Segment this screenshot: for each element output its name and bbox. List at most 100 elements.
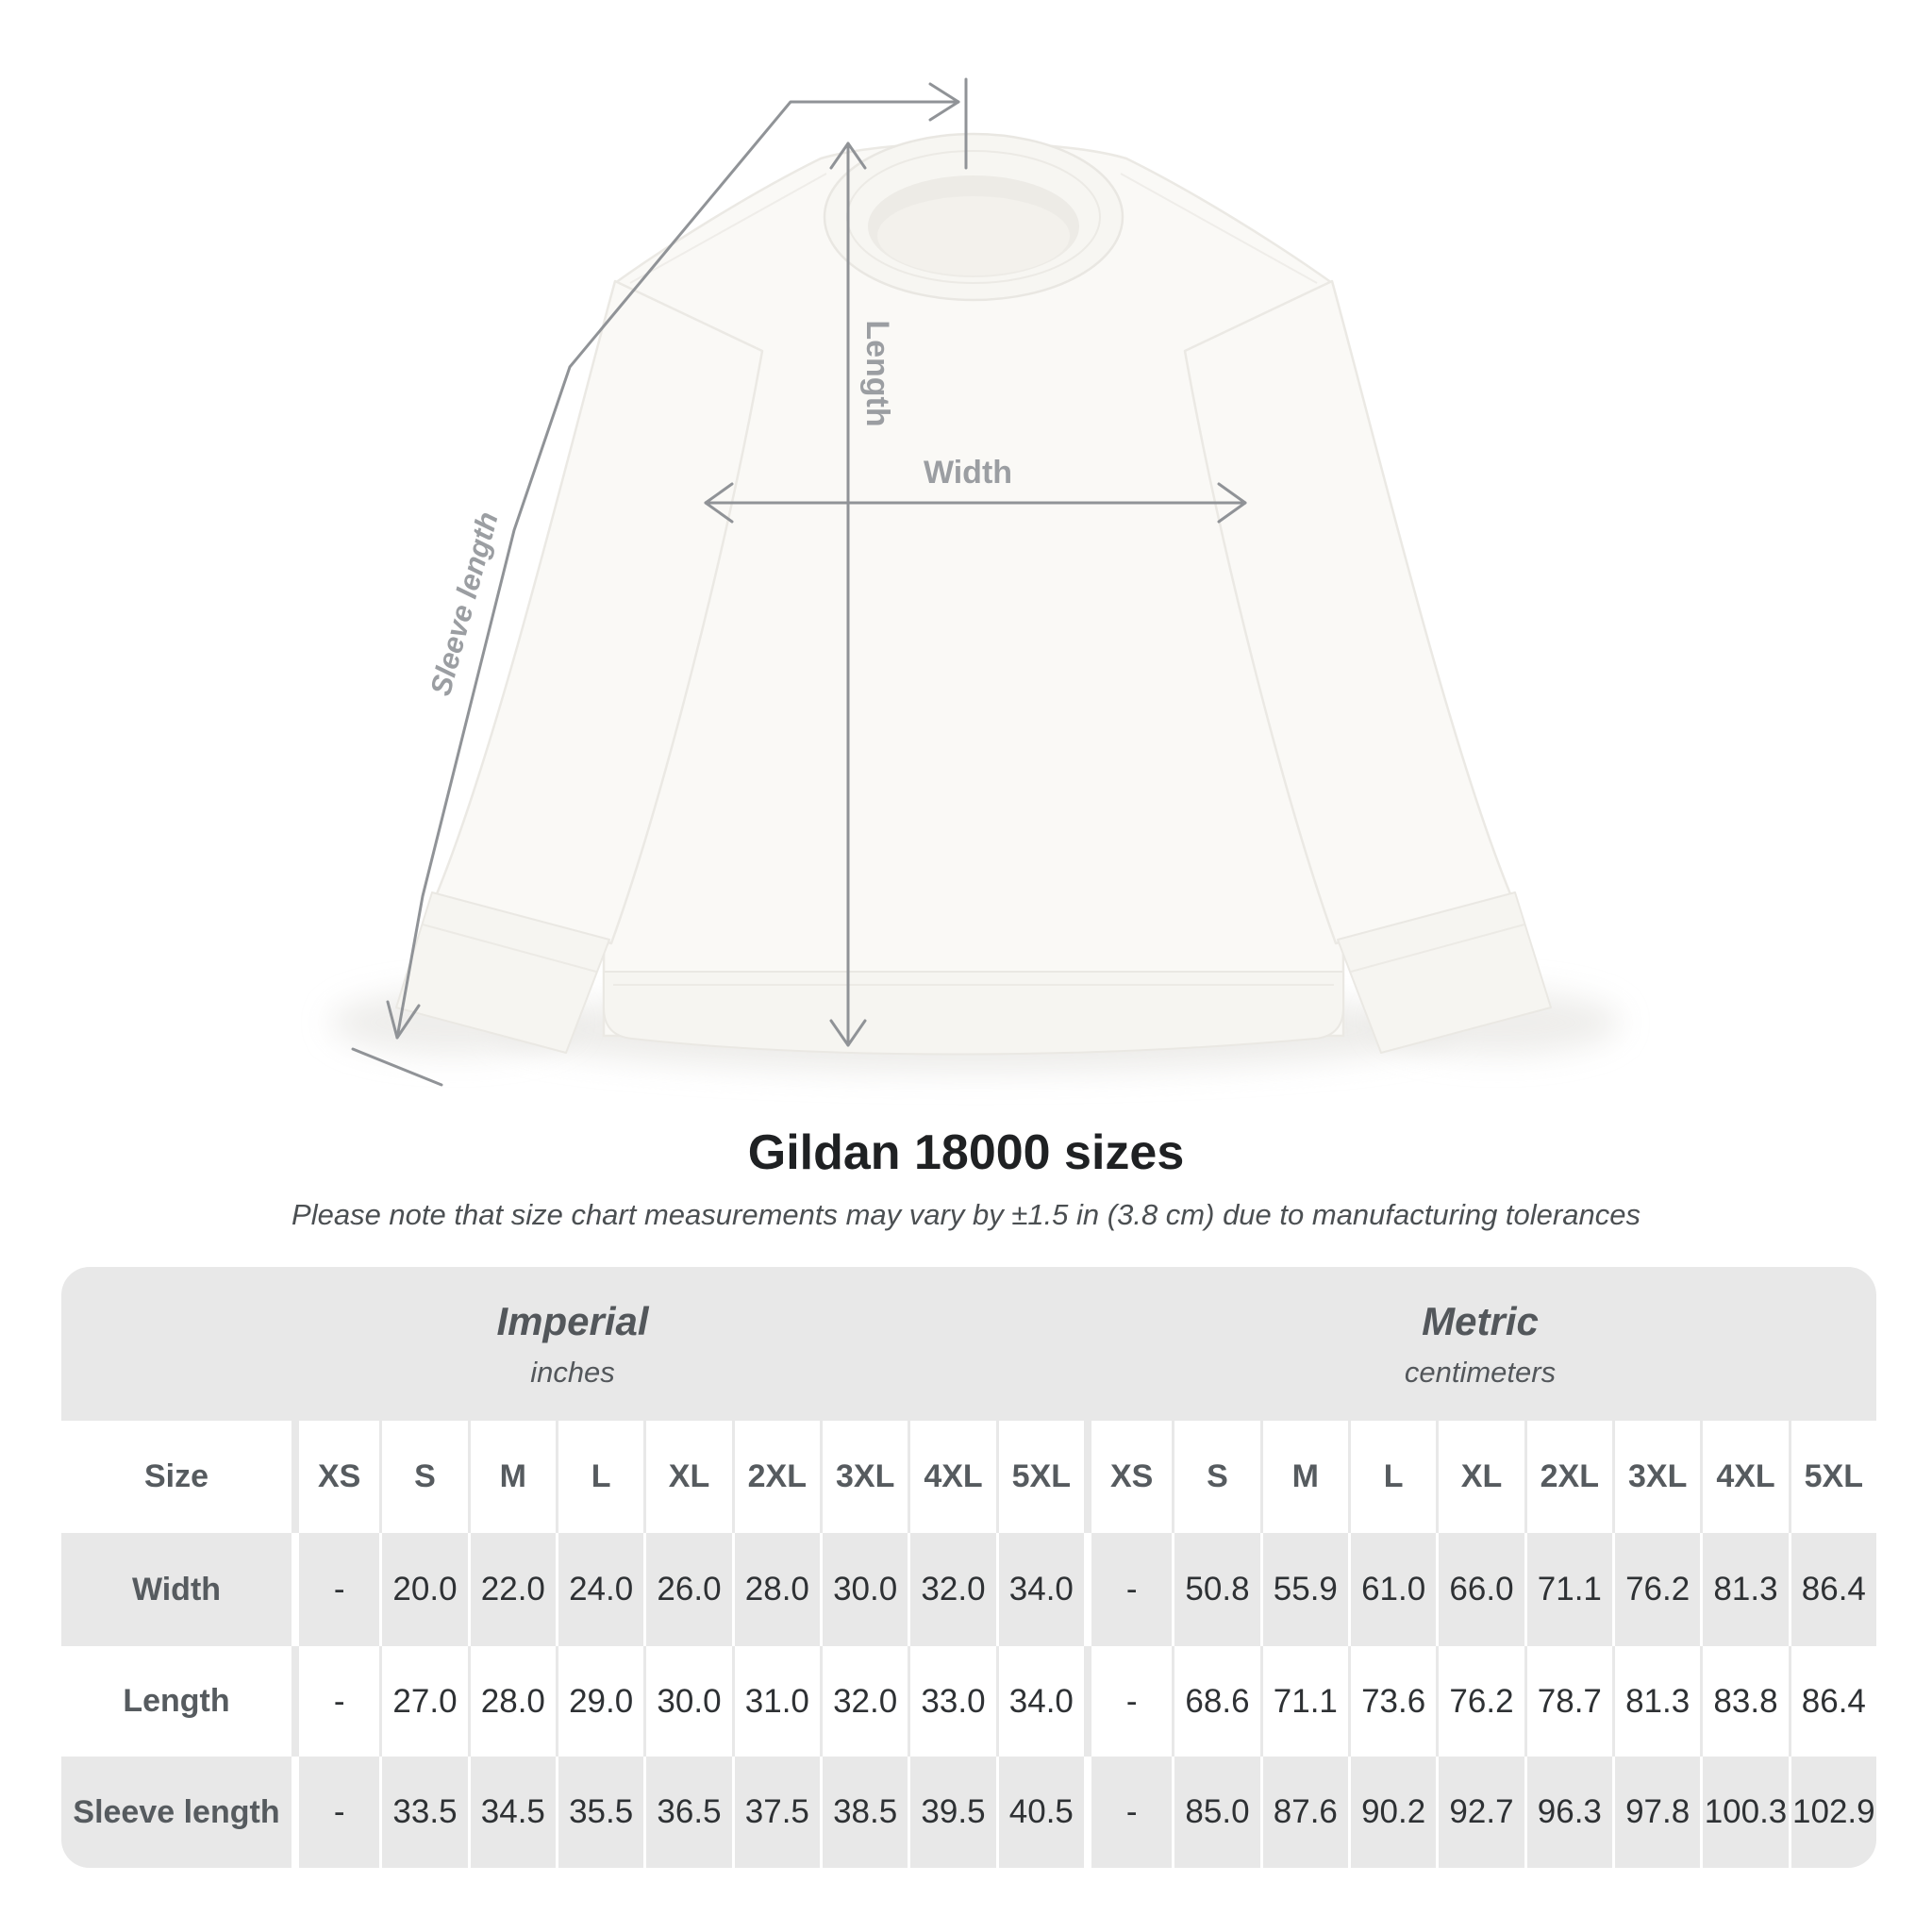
row-label: Sleeve length [61, 1757, 291, 1868]
sweatshirt-figure-svg: Length Width Sleeve length [330, 77, 1621, 1087]
value-cell: 22.0 [467, 1533, 556, 1646]
page-subtitle: Please note that size chart measurements… [291, 1198, 1641, 1231]
right-cuff-stitch [1350, 924, 1525, 973]
value-cell: 35.5 [556, 1757, 644, 1868]
value-cell: 27.0 [379, 1646, 468, 1757]
length-label: Length [859, 320, 895, 426]
value-cell: 76.2 [1436, 1646, 1524, 1757]
value-cell: - [291, 1757, 380, 1868]
value-cell: 50.8 [1172, 1533, 1260, 1646]
value-cell: 24.0 [556, 1533, 644, 1646]
value-cell: - [291, 1646, 380, 1757]
value-cell: 85.0 [1172, 1757, 1260, 1868]
length-arrow [829, 142, 867, 1047]
value-cell: 55.9 [1259, 1533, 1348, 1646]
value-cell: 97.8 [1612, 1757, 1701, 1868]
size-header-cell: 2XL [1524, 1421, 1612, 1533]
size-header-cell: M [1259, 1421, 1348, 1533]
value-cell: - [291, 1533, 380, 1646]
value-cell: 29.0 [556, 1646, 644, 1757]
size-header-cell: L [1348, 1421, 1437, 1533]
value-cell: 81.3 [1700, 1533, 1789, 1646]
value-cell: 34.5 [467, 1757, 556, 1868]
value-cell: 26.0 [643, 1533, 732, 1646]
value-cell: 90.2 [1348, 1757, 1437, 1868]
size-header-cell: 4XL [908, 1421, 996, 1533]
value-cell: 30.0 [820, 1533, 908, 1646]
imperial-group-unit: inches [530, 1355, 615, 1389]
value-cell: 78.7 [1524, 1646, 1612, 1757]
row-label: Width [61, 1533, 291, 1646]
size-header-cell: XL [643, 1421, 732, 1533]
size-header-cell: 2XL [731, 1421, 820, 1533]
value-cell: 83.8 [1700, 1646, 1789, 1757]
size-header-cell: L [556, 1421, 644, 1533]
value-cell: 34.0 [995, 1646, 1084, 1757]
size-header-cell: 3XL [1612, 1421, 1701, 1533]
value-cell: 92.7 [1436, 1757, 1524, 1868]
value-cell: 71.1 [1259, 1646, 1348, 1757]
size-header-cell: S [1172, 1421, 1260, 1533]
metric-group-name: Metric [1422, 1298, 1539, 1343]
metric-group-unit: centimeters [1404, 1355, 1557, 1389]
hem-band [603, 971, 1344, 1056]
value-cell: 31.0 [731, 1646, 820, 1757]
sweatshirt-figure: Length Width Sleeve length [330, 77, 1621, 1087]
width-label: Width [924, 455, 1012, 491]
page-title: Gildan 18000 sizes [747, 1125, 1185, 1180]
value-cell: 71.1 [1524, 1533, 1612, 1646]
sleeve-length-arrow [351, 77, 968, 1087]
value-cell: 68.6 [1172, 1646, 1260, 1757]
value-cell: 30.0 [643, 1646, 732, 1757]
value-cell: 28.0 [731, 1533, 820, 1646]
collar [823, 132, 1124, 302]
value-cell: 96.3 [1524, 1757, 1612, 1868]
value-cell: 37.5 [731, 1757, 820, 1868]
imperial-group-header: Imperial inches [61, 1267, 1084, 1421]
shoulder-seam-left [629, 173, 827, 284]
value-cell: 32.0 [908, 1533, 996, 1646]
value-cell: 40.5 [995, 1757, 1084, 1868]
value-cell: - [1084, 1757, 1173, 1868]
size-header-cell: XL [1436, 1421, 1524, 1533]
value-cell: 28.0 [467, 1646, 556, 1757]
value-cell: - [1084, 1533, 1173, 1646]
size-header-cell: S [379, 1421, 468, 1533]
imperial-group-name: Imperial [496, 1298, 649, 1343]
width-arrow [704, 482, 1247, 524]
value-cell: 86.4 [1788, 1646, 1876, 1757]
cuff-tick [351, 1047, 443, 1087]
value-cell: 102.9 [1788, 1757, 1876, 1868]
size-header-cell: XS [291, 1421, 380, 1533]
value-cell: 33.5 [379, 1757, 468, 1868]
size-column-header: Size [61, 1421, 291, 1533]
size-header-cell: 5XL [1788, 1421, 1876, 1533]
shoulder-seam-right [1120, 173, 1318, 284]
value-cell: 39.5 [908, 1757, 996, 1868]
size-header-cell: 5XL [995, 1421, 1084, 1533]
value-cell: 73.6 [1348, 1646, 1437, 1757]
value-cell: 87.6 [1259, 1757, 1348, 1868]
value-cell: 76.2 [1612, 1533, 1701, 1646]
value-cell: - [1084, 1646, 1173, 1757]
metric-group-header: Metric centimeters [1084, 1267, 1876, 1421]
value-cell: 61.0 [1348, 1533, 1437, 1646]
value-cell: 33.0 [908, 1646, 996, 1757]
value-cell: 32.0 [820, 1646, 908, 1757]
size-header-cell: 3XL [820, 1421, 908, 1533]
value-cell: 34.0 [995, 1533, 1084, 1646]
title-block: Gildan 18000 sizes Please note that size… [0, 1124, 1932, 1232]
value-cell: 100.3 [1700, 1757, 1789, 1868]
size-header-cell: XS [1084, 1421, 1173, 1533]
value-cell: 86.4 [1788, 1533, 1876, 1646]
value-cell: 81.3 [1612, 1646, 1701, 1757]
row-label: Length [61, 1646, 291, 1757]
value-cell: 20.0 [379, 1533, 468, 1646]
sleeve-length-label: Sleeve length [424, 508, 505, 699]
size-header-cell: 4XL [1700, 1421, 1789, 1533]
value-cell: 38.5 [820, 1757, 908, 1868]
value-cell: 66.0 [1436, 1533, 1524, 1646]
size-table: Imperial inches Metric centimeters Size X… [61, 1267, 1876, 1868]
left-cuff-stitch [422, 924, 597, 973]
